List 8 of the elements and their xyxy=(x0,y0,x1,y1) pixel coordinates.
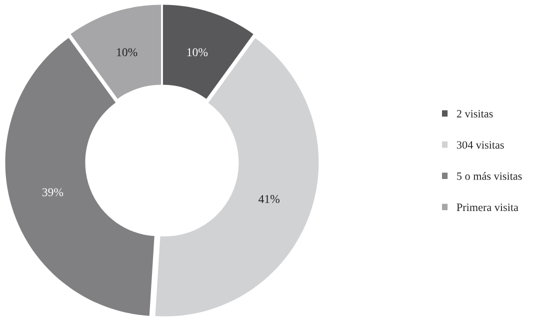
legend-label: Primera visita xyxy=(456,204,518,212)
data-label: 10% xyxy=(117,48,138,56)
data-label: 41% xyxy=(258,195,280,204)
legend-label: 304 visitas xyxy=(456,141,504,149)
legend-label: 2 visitas xyxy=(456,110,493,118)
legend-label: 5 o más visitas xyxy=(457,172,522,180)
data-label: 39% xyxy=(42,188,64,196)
data-label: 10% xyxy=(187,48,208,56)
